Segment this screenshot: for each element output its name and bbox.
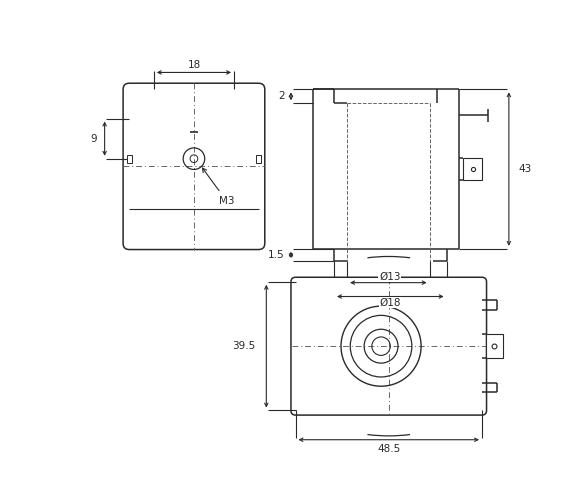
Bar bbox=[127, 155, 132, 162]
Text: 18: 18 bbox=[188, 60, 200, 70]
Bar bbox=[486, 334, 503, 359]
Text: M3: M3 bbox=[203, 168, 234, 205]
Text: Ø13: Ø13 bbox=[379, 272, 401, 282]
FancyBboxPatch shape bbox=[123, 83, 265, 249]
Bar bbox=[256, 155, 261, 162]
Bar bbox=[463, 158, 482, 180]
Text: 39.5: 39.5 bbox=[232, 341, 255, 351]
FancyBboxPatch shape bbox=[291, 277, 486, 415]
Text: 9: 9 bbox=[90, 134, 97, 144]
Text: Ø18: Ø18 bbox=[380, 298, 401, 308]
Text: 1.5: 1.5 bbox=[268, 250, 285, 260]
Text: 2: 2 bbox=[278, 91, 285, 101]
Text: 48.5: 48.5 bbox=[377, 444, 400, 454]
Text: 43: 43 bbox=[518, 164, 532, 174]
